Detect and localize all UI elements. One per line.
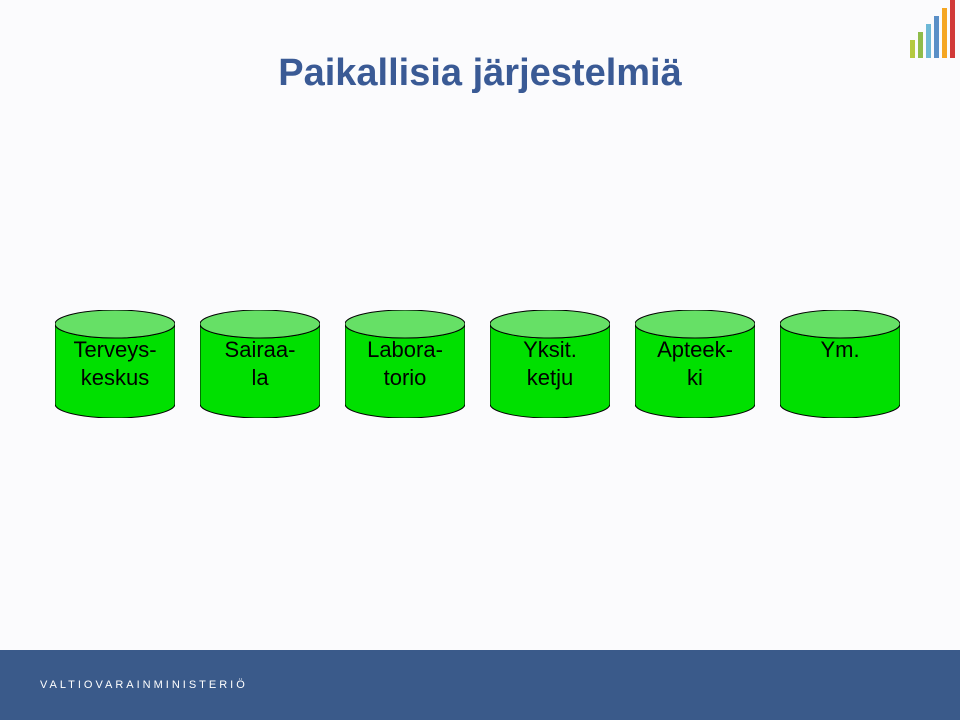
slide: Paikallisia järjestelmiä Terveys- keskus…: [0, 0, 960, 720]
cylinder-item: Terveys- keskus: [55, 310, 175, 418]
cylinder-label: Yksit. ketju: [485, 336, 615, 391]
cylinder-row: Terveys- keskusSairaa- laLabora- torioYk…: [55, 310, 900, 418]
cylinder-label: Terveys- keskus: [50, 336, 180, 391]
cylinder-label: Sairaa- la: [195, 336, 325, 391]
page-title: Paikallisia järjestelmiä: [0, 52, 960, 95]
footer-text: VALTIOVARAINMINISTERIÖ: [40, 679, 248, 691]
footer-bar: VALTIOVARAINMINISTERIÖ: [0, 650, 960, 720]
logo-bars-icon: [900, 0, 960, 60]
cylinder-label: Ym.: [775, 336, 905, 364]
cylinder-item: Sairaa- la: [200, 310, 320, 418]
cylinder-item: Labora- torio: [345, 310, 465, 418]
cylinder-icon: [780, 310, 900, 418]
cylinder-item: Ym.: [780, 310, 900, 418]
cylinder-label: Labora- torio: [340, 336, 470, 391]
cylinder-item: Apteek- ki: [635, 310, 755, 418]
cylinder-label: Apteek- ki: [630, 336, 760, 391]
cylinder-item: Yksit. ketju: [490, 310, 610, 418]
